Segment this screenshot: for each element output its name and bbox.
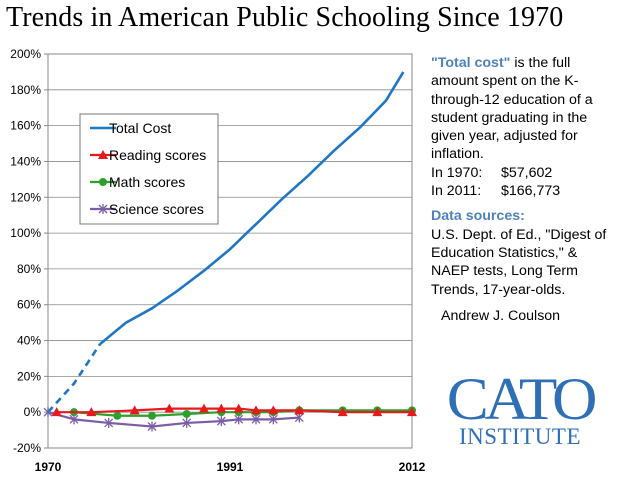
legend-entry-reading-scores: Reading scores xyxy=(90,147,206,163)
series-layer xyxy=(43,71,417,432)
reading-score-marker xyxy=(199,403,209,413)
y-tick-label: 200% xyxy=(10,47,41,61)
plot-area xyxy=(47,53,413,449)
chart-title: Trends in American Public Schooling Sinc… xyxy=(6,2,564,33)
science-score-marker xyxy=(104,417,114,428)
x-tick-label: 2012 xyxy=(399,460,426,474)
y-axis-ticks: -20% 0% 20% 40% 60% 80% 100% 120% 140% 160% 180% 20… xyxy=(10,47,48,455)
reading-score-marker xyxy=(251,405,261,415)
logo-wordmark: CATO xyxy=(446,366,598,432)
reading-score-marker xyxy=(294,405,305,415)
total-cost-label: "Total cost" xyxy=(431,55,511,71)
x-tick-label: 1991 xyxy=(217,460,244,474)
total-cost-note: "Total cost" is the full amount spent on… xyxy=(431,54,617,164)
y-tick-label: 180% xyxy=(10,83,41,97)
total-cost-dashed-line xyxy=(47,343,102,414)
cost-1970-value: $57,602 xyxy=(501,164,553,181)
cost-1970-row: In 1970: $57,602 xyxy=(431,164,617,182)
cost-2011-value: $166,773 xyxy=(501,183,561,200)
science-score-marker xyxy=(147,421,157,432)
science-score-marker xyxy=(98,204,108,214)
annotation-panel: "Total cost" is the full amount spent on… xyxy=(431,54,617,325)
legend-label: Reading scores xyxy=(109,147,206,163)
x-axis-ticks: 1970 1991 2012 xyxy=(35,460,426,474)
reading-score-marker xyxy=(98,150,108,159)
y-tick-label: 160% xyxy=(10,119,41,133)
x-tick-label: 1970 xyxy=(35,460,62,474)
line-chart: -20% 0% 20% 40% 60% 80% 100% 120% 140% 160% 180% 20… xyxy=(10,47,426,474)
series-total-cost xyxy=(47,71,405,414)
math-score-marker xyxy=(113,411,122,420)
math-scores-line xyxy=(73,409,412,417)
y-tick-label: 80% xyxy=(17,262,41,276)
reading-score-marker xyxy=(51,407,62,417)
legend-entry-total-cost: Total Cost xyxy=(90,120,171,136)
science-score-marker xyxy=(216,416,226,427)
series-reading-scores xyxy=(51,403,417,417)
y-tick-label: 60% xyxy=(17,298,41,312)
reading-score-marker xyxy=(268,405,279,415)
total-cost-line xyxy=(99,71,405,346)
y-tick-label: -20% xyxy=(13,441,41,455)
reading-score-marker xyxy=(233,403,244,413)
y-tick-label: 120% xyxy=(10,190,41,204)
math-score-marker xyxy=(148,411,156,420)
y-tick-label: 100% xyxy=(10,226,41,240)
y-tick-label: 20% xyxy=(17,369,41,383)
math-score-marker xyxy=(99,178,107,186)
legend: Total Cost Reading scores Math scores Scien… xyxy=(79,113,219,225)
reading-score-marker xyxy=(372,407,383,417)
cost-2011-row: In 2011: $166,773 xyxy=(431,182,617,200)
reading-score-marker xyxy=(129,405,140,415)
science-scores-line xyxy=(47,411,300,428)
reading-score-marker xyxy=(407,407,417,417)
reading-score-marker xyxy=(164,403,175,413)
series-science-scores xyxy=(43,407,304,432)
legend-label: Math scores xyxy=(109,174,185,190)
reading-score-marker xyxy=(337,407,348,417)
total-cost-text: is the full amount spent on the K-throug… xyxy=(431,55,593,163)
author-credit: Andrew J. Coulson xyxy=(441,307,561,324)
reading-score-marker xyxy=(216,403,227,413)
legend-entry-math-scores: Math scores xyxy=(90,174,185,190)
reading-score-marker xyxy=(86,407,97,417)
cato-institute-logo: CATO INSTITUTE xyxy=(432,368,608,450)
science-score-marker xyxy=(182,417,192,428)
sources-heading: Data sources: xyxy=(431,208,525,225)
cost-2011-label: In 2011: xyxy=(431,183,482,200)
legend-label: Science scores xyxy=(109,201,204,217)
legend-label: Total Cost xyxy=(109,120,171,136)
math-score-marker xyxy=(182,409,191,418)
plot-frame xyxy=(47,53,413,449)
legend-entry-science-scores: Science scores xyxy=(90,201,204,217)
cost-1970-label: In 1970: xyxy=(431,164,483,181)
sources-text: U.S. Dept. of Ed., "Digest of Education … xyxy=(431,226,607,298)
y-tick-label: 40% xyxy=(17,334,41,348)
y-tick-label: 0% xyxy=(24,405,42,419)
logo-subtitle: INSTITUTE xyxy=(458,424,582,449)
y-tick-label: 140% xyxy=(10,154,41,168)
